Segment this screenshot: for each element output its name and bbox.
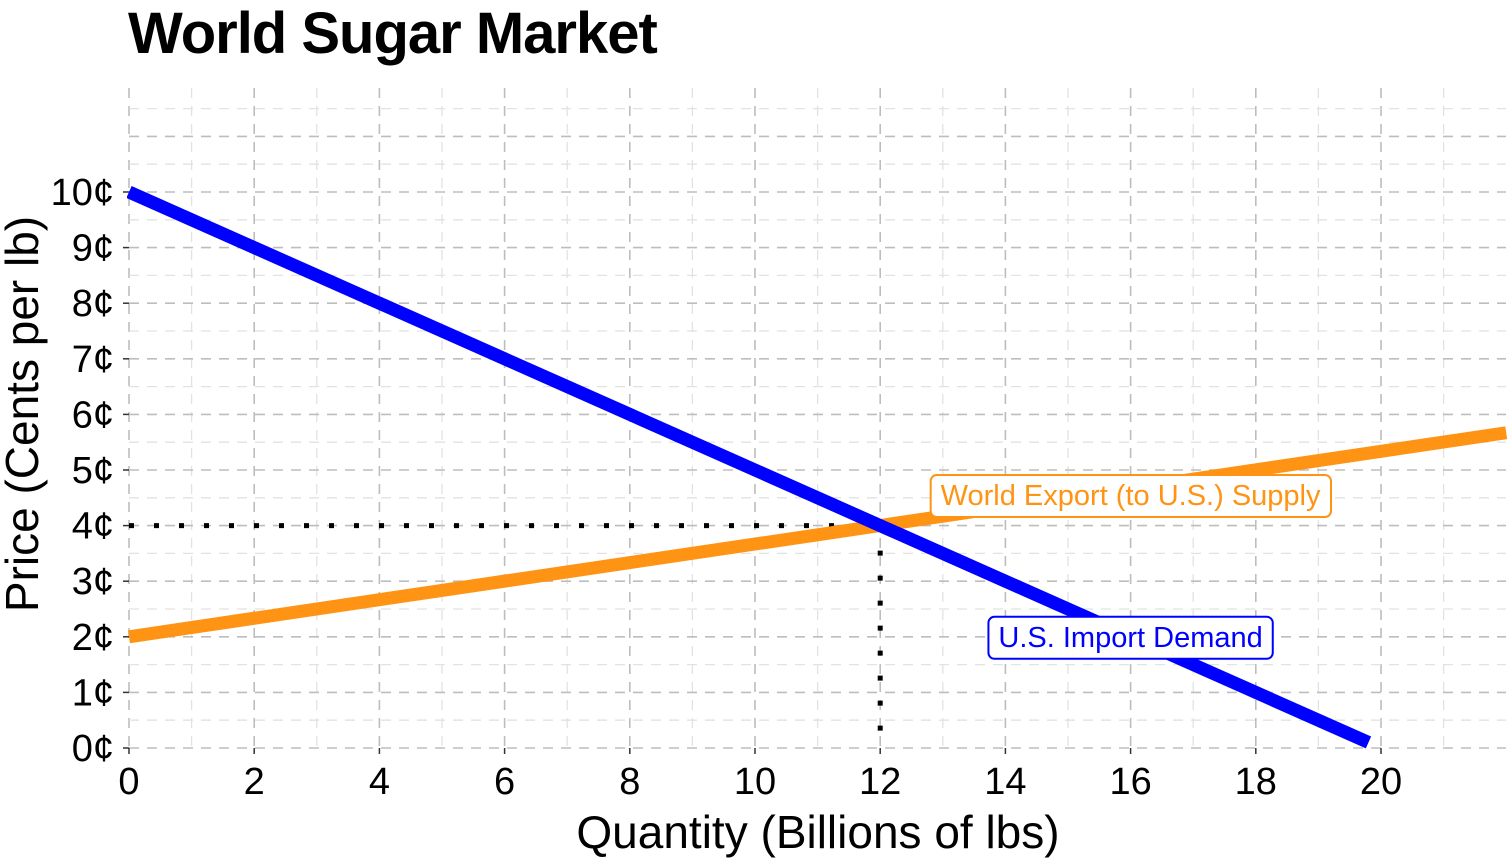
- x-axis-title: Quantity (Billions of lbs): [576, 806, 1059, 858]
- y-tick-label: 2¢: [72, 617, 114, 659]
- x-tick-label: 4: [369, 761, 390, 803]
- y-tick-label: 8¢: [72, 283, 114, 325]
- y-axis-title: Price (Cents per lb): [0, 216, 48, 612]
- x-tick-label: 14: [984, 761, 1026, 803]
- x-tick-label: 18: [1235, 761, 1277, 803]
- curve-label-demand: U.S. Import Demand: [987, 615, 1274, 660]
- equilibrium-guides: [129, 523, 883, 748]
- y-tick-label: 10¢: [51, 172, 114, 214]
- y-tick-label: 1¢: [72, 672, 114, 714]
- x-tick-label: 20: [1360, 761, 1402, 803]
- curve-label-supply: World Export (to U.S.) Supply: [929, 474, 1333, 519]
- series-line-demand: [127, 186, 1372, 749]
- x-tick-label: 8: [619, 761, 640, 803]
- y-tick-label: 0¢: [72, 728, 114, 770]
- x-tick-label: 0: [118, 761, 139, 803]
- x-tick-label: 6: [494, 761, 515, 803]
- y-tick-label: 6¢: [72, 394, 114, 436]
- series-line-supply: [128, 426, 1508, 644]
- chart-title: World Sugar Market: [128, 1, 658, 66]
- y-tick-label: 4¢: [72, 506, 114, 548]
- x-tick-label: 12: [859, 761, 901, 803]
- x-tick-label: 16: [1109, 761, 1151, 803]
- curve-label-text: World Export (to U.S.) Supply: [941, 480, 1321, 512]
- grid-lines: [128, 88, 1506, 749]
- y-tick-label: 9¢: [72, 228, 114, 270]
- curve-label-text: U.S. Import Demand: [998, 622, 1262, 654]
- x-tick-label: 2: [244, 761, 265, 803]
- y-tick-label: 3¢: [72, 561, 114, 603]
- axis-ticks: 0 2 4 6 8 10 12 14 16 18 20 0¢ 1¢ 2¢ 3¢ 4¢ 5¢ 6¢ 7¢ 8¢ 9¢ 10¢: [51, 172, 1403, 803]
- curve-labels: World Export (to U.S.) Supply U.S. Import…: [929, 474, 1333, 660]
- y-tick-label: 7¢: [72, 339, 114, 381]
- x-tick-label: 10: [734, 761, 776, 803]
- y-tick-label: 5¢: [72, 450, 114, 492]
